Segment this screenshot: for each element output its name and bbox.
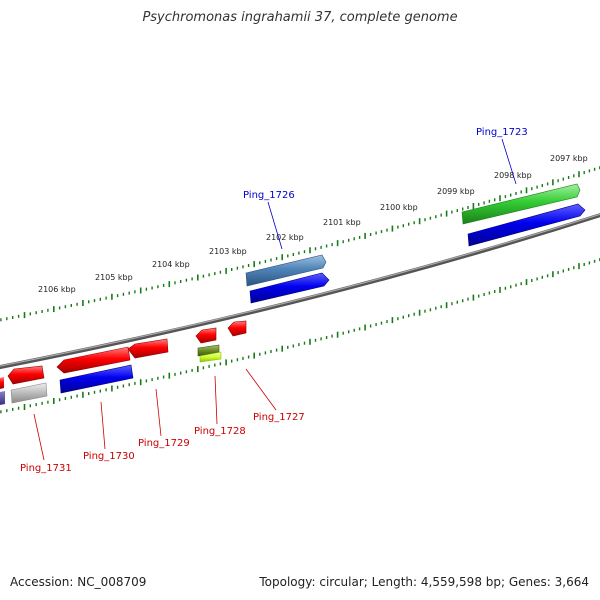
gene-blue-1726-pair[interactable] <box>249 272 330 304</box>
label-ping-1726[interactable]: Ping_1726 <box>243 190 295 201</box>
label-ping-1727[interactable]: Ping_1727 <box>253 412 305 423</box>
gene-ping-1730[interactable] <box>59 364 134 394</box>
outer-tick-row <box>0 166 600 322</box>
scale-label-2103: 2103 kbp <box>209 247 247 256</box>
accession-text: Accession: NC_008709 <box>10 575 147 589</box>
topology-summary: Topology: circular; Length: 4,559,598 bp… <box>259 575 589 589</box>
scale-label-2100: 2100 kbp <box>380 203 418 212</box>
label-ping-1728[interactable]: Ping_1728 <box>194 426 246 437</box>
scale-label-2099: 2099 kbp <box>437 187 475 196</box>
gene-ping-1728[interactable] <box>197 344 220 357</box>
label-ping-1730[interactable]: Ping_1730 <box>83 451 135 462</box>
scale-label-2104: 2104 kbp <box>152 260 190 269</box>
reverse-genes <box>0 320 247 405</box>
gene-ping-1726[interactable] <box>245 254 327 287</box>
gene-labels: Ping_1723 Ping_1726 Ping_1727 Ping_1728 … <box>20 127 528 474</box>
gene-ping-1723[interactable] <box>461 183 581 225</box>
gene-fragment-left-red[interactable] <box>0 377 4 389</box>
label-ping-1723[interactable]: Ping_1723 <box>476 127 528 138</box>
scale-label-2101: 2101 kbp <box>323 218 361 227</box>
gene-red-1730-pair[interactable] <box>56 346 131 374</box>
gene-ping-1727[interactable] <box>227 320 247 337</box>
scale-label-2098: 2098 kbp <box>494 171 532 180</box>
gene-red-1731-pair[interactable] <box>7 365 45 385</box>
label-ping-1731[interactable]: Ping_1731 <box>20 463 72 474</box>
forward-genes <box>245 183 586 304</box>
gene-fragment-left-purple[interactable] <box>0 391 5 405</box>
label-ping-1729[interactable]: Ping_1729 <box>138 438 190 449</box>
label-leaders <box>33 138 517 461</box>
scale-labels: 2097 kbp 2098 kbp 2099 kbp 2100 kbp 2101… <box>38 154 588 294</box>
scale-label-2105: 2105 kbp <box>95 273 133 282</box>
scale-label-2097: 2097 kbp <box>550 154 588 163</box>
scale-label-2102: 2102 kbp <box>266 233 304 242</box>
genome-title: Psychromonas ingrahamii 37, complete gen… <box>142 10 458 25</box>
genome-backbone <box>0 213 600 370</box>
gene-blue-1723-pair[interactable] <box>467 203 586 247</box>
gene-ping-1731[interactable] <box>10 382 48 404</box>
gene-lime-1728-pair[interactable] <box>199 351 222 363</box>
gene-ping-1729[interactable] <box>127 338 169 359</box>
scale-label-2106: 2106 kbp <box>38 285 76 294</box>
gene-red-1728-pair[interactable] <box>195 327 217 344</box>
